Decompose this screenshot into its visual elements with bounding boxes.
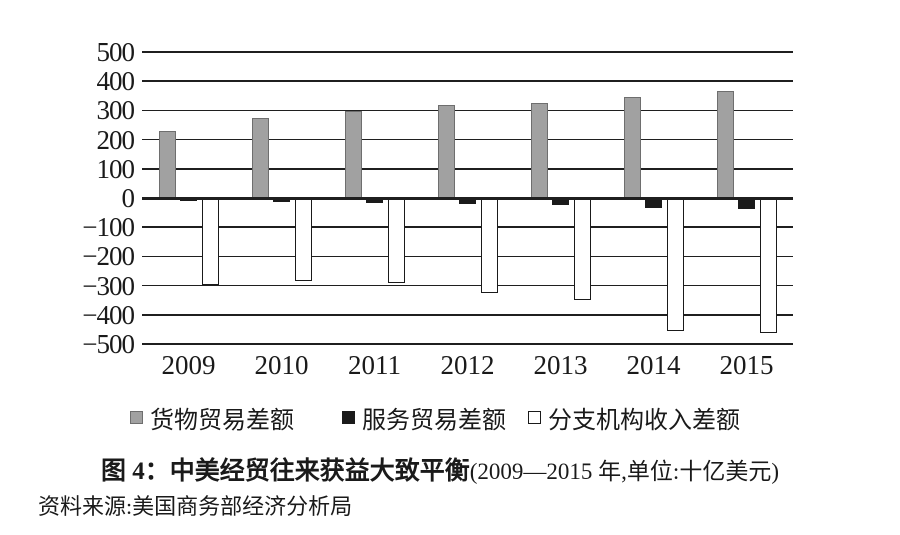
y-axis-tick-label: 300 (96, 95, 136, 126)
bar-services-trade-balance-2011 (366, 198, 383, 204)
gridline-300 (142, 109, 793, 112)
legend-swatch-goods-trade-balance (130, 410, 143, 424)
bar-services-trade-balance-2013 (552, 198, 569, 205)
gridline-100 (142, 168, 793, 170)
bar-goods-trade-balance-2009 (158, 131, 176, 198)
bar-affiliate-income-balance-2012 (480, 198, 498, 293)
gridline-−400 (142, 314, 793, 316)
legend-item-services-trade-balance: 服务贸易差额 (342, 400, 506, 435)
y-axis-tick-label: −100 (82, 212, 135, 243)
bar-goods-trade-balance-2011 (344, 111, 362, 198)
x-axis-line (142, 196, 793, 200)
y-axis-tick-label: −200 (82, 241, 135, 272)
x-axis-tick-label: 2012 (440, 350, 495, 380)
gridline-400 (142, 80, 793, 82)
y-axis-tick-label: −500 (82, 329, 135, 359)
bar-services-trade-balance-2010 (273, 198, 290, 203)
gridline-−500 (142, 343, 793, 345)
bar-affiliate-income-balance-2015 (759, 198, 777, 334)
bar-affiliate-income-balance-2014 (666, 198, 684, 331)
bar-goods-trade-balance-2015 (716, 90, 734, 198)
gridline-−200 (142, 255, 793, 258)
chart-legend: 货物贸易差额 服务贸易差额 分支机构收入差额 (0, 399, 870, 435)
figure-caption-title: 图 4：中美经贸往来获益大致平衡 (101, 458, 470, 485)
legend-item-affiliate-income-balance: 分支机构收入差额 (528, 400, 740, 435)
figure-caption: 图 4：中美经贸往来获益大致平衡(2009—2015 年,单位:十亿美元) (0, 451, 880, 487)
y-axis-tick-label: 0 (121, 183, 136, 213)
gridline-500 (142, 51, 793, 53)
x-axis-tick-label: 2014 (626, 350, 681, 380)
bar-services-trade-balance-2014 (645, 198, 662, 208)
x-axis-tick-label: 2015 (719, 350, 774, 380)
bar-affiliate-income-balance-2011 (387, 198, 405, 283)
x-axis-tick-label: 2010 (254, 350, 309, 380)
bar-affiliate-income-balance-2010 (294, 198, 312, 281)
legend-label-services-trade-balance: 服务贸易差额 (362, 407, 506, 434)
x-axis-tick-label: 2013 (533, 350, 588, 380)
gridline-200 (142, 138, 793, 141)
x-axis-tick-label: 2011 (348, 350, 401, 380)
bar-goods-trade-balance-2010 (251, 117, 269, 198)
bar-services-trade-balance-2015 (738, 198, 755, 209)
figure-caption-note: (2009—2015 年,单位:十亿美元) (469, 459, 779, 484)
y-axis-tick-label: −400 (82, 299, 135, 330)
bar-goods-trade-balance-2012 (437, 105, 455, 198)
legend-label-affiliate-income-balance: 分支机构收入差额 (548, 407, 740, 434)
y-axis-tick-label: 500 (96, 37, 136, 67)
bar-goods-trade-balance-2013 (530, 103, 548, 198)
bar-services-trade-balance-2012 (459, 198, 476, 204)
y-axis-tick-label: 100 (96, 153, 136, 184)
bar-affiliate-income-balance-2009 (201, 198, 219, 286)
y-axis-tick-label: −300 (82, 270, 135, 301)
gridline-−300 (142, 284, 793, 287)
y-axis-tick-label: 400 (96, 66, 136, 97)
y-axis-tick-label: 200 (96, 124, 136, 155)
bar-goods-trade-balance-2014 (623, 97, 641, 198)
bar-affiliate-income-balance-2013 (573, 198, 591, 301)
source-note: 资料来源:美国商务部经济分析局 (38, 494, 353, 519)
legend-swatch-services-trade-balance (342, 410, 355, 424)
x-axis-tick-label: 2009 (161, 350, 216, 380)
legend-swatch-affiliate-income-balance (528, 410, 541, 424)
legend-item-goods-trade-balance: 货物贸易差额 (130, 400, 294, 435)
gridline-−100 (142, 226, 793, 228)
legend-label-goods-trade-balance: 货物贸易差额 (150, 407, 294, 434)
